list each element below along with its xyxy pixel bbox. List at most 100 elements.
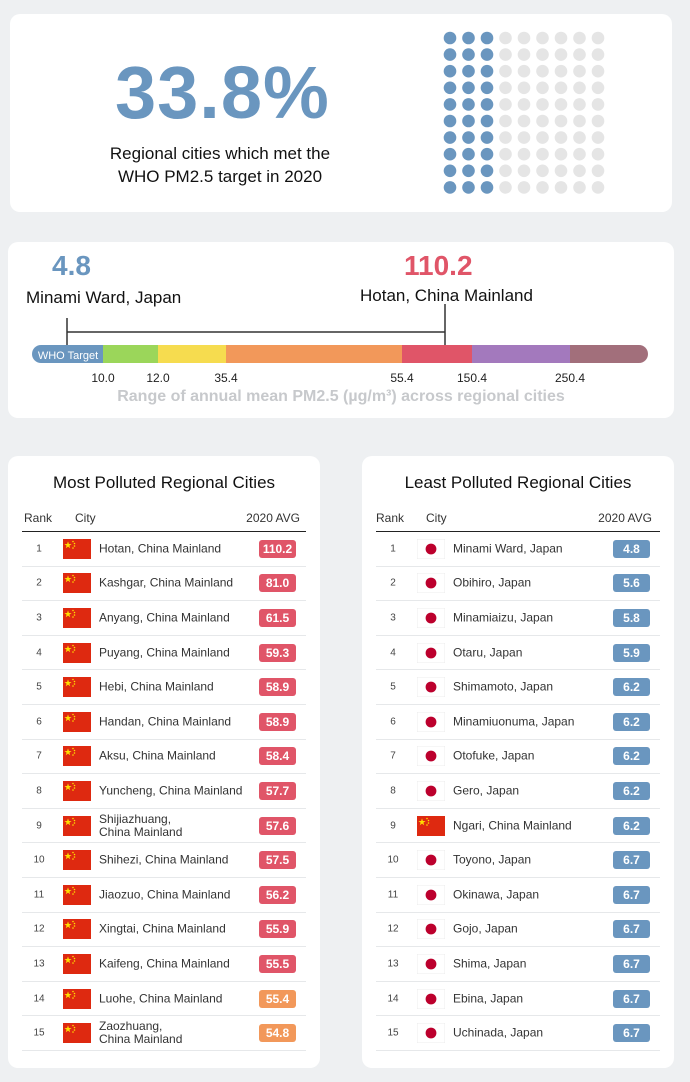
- china-flag-icon: [63, 850, 91, 871]
- range-scale: WHO Target 10.0 12.0 35.4 55.4 150.4 250.4: [32, 304, 648, 385]
- row-rank: 13: [387, 958, 399, 970]
- row-value-badge: 6.2: [613, 678, 650, 697]
- header-divider: [376, 531, 660, 532]
- china-flag-icon: [63, 711, 91, 732]
- dot-met: [443, 98, 457, 111]
- row-rank: 4: [36, 647, 42, 659]
- dot-not-met: [573, 131, 586, 144]
- dot-met: [480, 131, 494, 144]
- dot-not-met: [517, 31, 531, 45]
- table-row: 13 Kaifeng, China Mainland 55.5: [22, 947, 306, 982]
- china-flag-icon: [63, 573, 91, 594]
- dot-grid: [443, 31, 605, 194]
- dot-met: [462, 98, 475, 111]
- table-row: 5 Shimamoto, Japan 6.2: [376, 670, 660, 705]
- dot-met: [462, 114, 475, 128]
- dot-not-met: [554, 181, 568, 194]
- row-city: Kaifeng, China Mainland: [99, 956, 230, 971]
- dot-not-met: [517, 48, 531, 61]
- dot-met: [462, 164, 475, 178]
- dot-met: [480, 114, 494, 128]
- row-value-badge: 55.4: [259, 989, 296, 1008]
- row-rank: 4: [390, 647, 396, 659]
- col-header-city: City: [75, 511, 96, 525]
- dot-not-met: [573, 64, 586, 78]
- row-rank: 15: [387, 1027, 399, 1039]
- row-rank: 11: [387, 889, 399, 901]
- japan-flag-icon: [416, 919, 446, 940]
- row-value-badge: 59.3: [259, 643, 296, 662]
- row-city: Uchinada, Japan: [453, 1025, 544, 1040]
- percent-value: 33.8%: [115, 51, 330, 134]
- dot-not-met: [517, 164, 531, 178]
- row-city: Xingtai, China Mainland: [99, 921, 226, 936]
- row-city: Zaozhuang, China Mainland: [99, 1019, 183, 1047]
- row-rank: 1: [390, 543, 396, 555]
- japan-flag-icon: [416, 953, 446, 975]
- china-flag-icon: [63, 1023, 91, 1044]
- table-row: 6 Handan, China Mainland 58.9: [22, 705, 306, 740]
- row-value-badge: 56.2: [259, 885, 296, 904]
- range-segment: [402, 345, 472, 363]
- col-header-avg: 2020 AVG: [246, 511, 300, 525]
- row-city: Minamiaizu, Japan: [453, 610, 554, 625]
- dot-not-met: [536, 164, 549, 178]
- table-row: 9 Shijiazhuang, China Mainland 57.6: [22, 809, 306, 844]
- dot-not-met: [499, 64, 512, 78]
- col-header-avg: 2020 AVG: [598, 511, 652, 525]
- table-title: Least Polluted Regional Cities: [404, 473, 632, 492]
- row-value-badge: 6.7: [613, 989, 650, 1008]
- dot-met: [443, 64, 457, 78]
- range-caption: Range of annual mean PM2.5 (µg/m³) acros…: [117, 388, 565, 405]
- description-line-2: WHO PM2.5 target in 2020: [117, 167, 323, 186]
- row-city: Kashgar, China Mainland: [99, 575, 234, 590]
- row-value-badge: 58.9: [259, 712, 296, 731]
- japan-flag-icon: [416, 538, 446, 560]
- row-rank: 9: [390, 820, 396, 832]
- dot-not-met: [573, 181, 586, 194]
- dot-not-met: [499, 181, 512, 194]
- row-rank: 6: [36, 716, 42, 728]
- china-flag-icon: [63, 953, 91, 974]
- least-polluted-table: Least Polluted Regional Cities Rank City…: [362, 456, 674, 1068]
- japan-flag-icon: [416, 780, 446, 802]
- dot-not-met: [536, 114, 549, 128]
- dot-met: [480, 98, 494, 111]
- range-tick-label: 150.4: [457, 371, 487, 385]
- dot-not-met: [591, 147, 605, 161]
- row-rank: 5: [36, 681, 42, 693]
- col-header-rank: Rank: [376, 511, 405, 525]
- china-flag-icon: [63, 746, 91, 767]
- dot-met: [462, 131, 475, 144]
- range-segment: [32, 345, 103, 363]
- row-city: Gojo, Japan: [453, 921, 518, 936]
- dot-met: [480, 48, 494, 61]
- row-rank: 8: [390, 785, 396, 797]
- row-city: Shijiazhuang, China Mainland: [99, 811, 183, 839]
- row-value-badge: 6.7: [613, 885, 650, 904]
- table-row: 8 Gero, Japan 6.2: [376, 774, 660, 809]
- dot-not-met: [499, 98, 512, 111]
- dot-met: [443, 81, 457, 95]
- china-flag-icon: [63, 642, 91, 663]
- table-row: 2 Obihiro, Japan 5.6: [376, 567, 660, 602]
- table-row: 9 Ngari, China Mainland 6.2: [376, 809, 660, 844]
- dot-not-met: [499, 114, 512, 128]
- dot-met: [462, 48, 475, 61]
- table-row: 8 Yuncheng, China Mainland 57.7: [22, 774, 306, 809]
- dot-not-met: [554, 64, 568, 78]
- dot-not-met: [554, 114, 568, 128]
- dot-not-met: [554, 147, 568, 161]
- china-flag-icon: [63, 538, 91, 559]
- row-value-badge: 55.9: [259, 920, 296, 939]
- row-value-badge: 5.9: [613, 643, 650, 662]
- table-row: 12 Xingtai, China Mainland 55.9: [22, 913, 306, 948]
- row-rank: 14: [387, 993, 399, 1005]
- dot-met: [443, 131, 457, 144]
- row-rank: 6: [390, 716, 396, 728]
- dot-met: [480, 181, 494, 194]
- dot-not-met: [517, 131, 531, 144]
- range-segment: [472, 345, 570, 363]
- row-value-badge: 110.2: [259, 539, 296, 558]
- row-city: Shima, Japan: [453, 956, 527, 971]
